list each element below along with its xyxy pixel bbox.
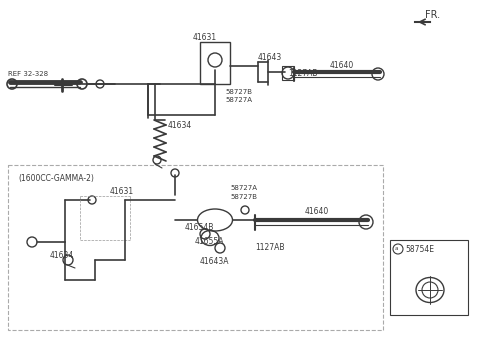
Text: 58727A: 58727A bbox=[225, 97, 252, 103]
FancyBboxPatch shape bbox=[8, 165, 383, 330]
Text: REF 32-328: REF 32-328 bbox=[8, 71, 48, 77]
Text: 58727A: 58727A bbox=[230, 185, 257, 191]
Text: 58727B: 58727B bbox=[225, 89, 252, 95]
Text: (1600CC-GAMMA-2): (1600CC-GAMMA-2) bbox=[18, 173, 94, 183]
Text: FR.: FR. bbox=[425, 10, 440, 20]
Text: 41640: 41640 bbox=[305, 208, 329, 217]
Text: 41631: 41631 bbox=[110, 188, 134, 196]
FancyBboxPatch shape bbox=[390, 240, 468, 315]
Text: 41643: 41643 bbox=[258, 52, 282, 62]
Text: a: a bbox=[394, 246, 398, 251]
Text: 1127AB: 1127AB bbox=[255, 243, 285, 252]
FancyBboxPatch shape bbox=[200, 42, 230, 84]
Text: 41631: 41631 bbox=[193, 32, 217, 42]
Text: 41640: 41640 bbox=[330, 61, 354, 70]
Text: 41643A: 41643A bbox=[200, 258, 229, 266]
Text: 41654B: 41654B bbox=[185, 223, 215, 233]
Text: 58754E: 58754E bbox=[405, 244, 434, 254]
FancyBboxPatch shape bbox=[282, 66, 294, 80]
Text: 1127AB: 1127AB bbox=[288, 69, 317, 77]
Text: 41634: 41634 bbox=[50, 250, 74, 260]
Text: 41634: 41634 bbox=[168, 121, 192, 129]
Text: 41655A: 41655A bbox=[195, 238, 225, 246]
Text: 58727B: 58727B bbox=[230, 194, 257, 200]
